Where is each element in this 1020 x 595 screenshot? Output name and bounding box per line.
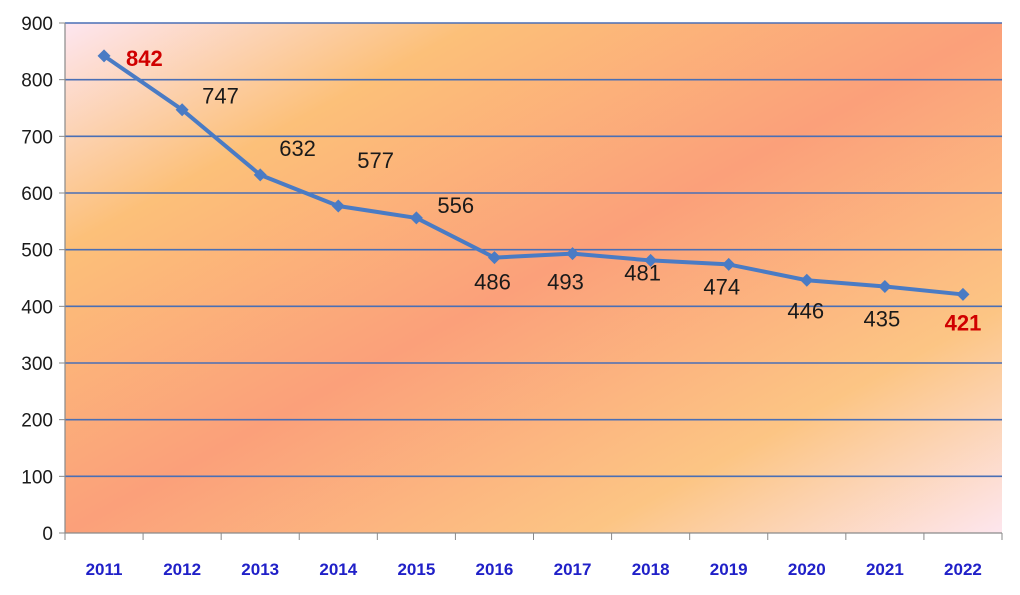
x-tick-label: 2014 — [319, 560, 357, 579]
y-axis: 0 100 200 300 400 500 600 700 800 900 — [21, 14, 66, 545]
data-point — [97, 49, 111, 63]
x-tick-label: 2017 — [554, 560, 592, 579]
data-label: 474 — [703, 274, 740, 299]
x-axis: 2011 2012 2013 2014 2015 2016 2017 2018 2019 2020… — [64, 532, 1003, 579]
data-label: 632 — [279, 136, 316, 161]
data-point — [800, 273, 814, 287]
x-tick-label: 2018 — [632, 560, 670, 579]
y-tick-label: 600 — [21, 184, 53, 205]
data-label: 486 — [474, 270, 511, 295]
y-tick-label: 500 — [21, 241, 53, 262]
gridlines — [65, 22, 1002, 478]
series-line — [97, 49, 970, 301]
data-point — [253, 168, 267, 182]
y-tick-label: 800 — [21, 71, 53, 92]
data-label: 446 — [787, 298, 824, 323]
plot-area — [65, 23, 1002, 533]
data-label: 556 — [437, 193, 474, 218]
y-tick-label: 200 — [21, 411, 53, 432]
data-point — [956, 287, 970, 301]
x-tick-label: 2011 — [86, 560, 123, 579]
data-label: 747 — [202, 84, 239, 109]
x-tick-label: 2013 — [241, 560, 279, 579]
y-tick-label: 400 — [21, 297, 53, 318]
data-point — [644, 253, 658, 267]
data-point — [878, 280, 892, 293]
x-tick-label: 2020 — [788, 560, 826, 579]
y-tick-label: 700 — [21, 127, 53, 148]
data-point — [566, 247, 580, 261]
x-tick-label: 2019 — [710, 560, 748, 579]
x-tick-label: 2021 — [866, 560, 904, 579]
data-label: 421 — [945, 310, 982, 335]
data-point — [409, 211, 423, 225]
y-tick-label: 300 — [21, 354, 53, 375]
x-tick-label: 2016 — [476, 560, 514, 579]
data-label: 842 — [126, 46, 163, 71]
data-label: 493 — [547, 270, 584, 295]
x-tick-label: 2012 — [163, 560, 201, 579]
data-point — [175, 103, 189, 117]
x-tick-label: 2015 — [397, 560, 435, 579]
y-tick-label: 0 — [42, 524, 53, 545]
x-tick-label: 2022 — [944, 560, 982, 579]
data-labels: 842 747 632 577 556 486 493 481 474 446 435 421 — [126, 46, 981, 336]
y-tick-label: 900 — [21, 14, 53, 35]
data-point — [487, 251, 501, 265]
data-point — [331, 199, 345, 213]
data-point — [722, 257, 736, 271]
data-label: 481 — [624, 260, 661, 285]
y-tick-label: 100 — [21, 467, 53, 488]
data-label: 577 — [357, 148, 394, 173]
data-label: 435 — [864, 307, 901, 332]
series-line-path — [102, 54, 964, 297]
